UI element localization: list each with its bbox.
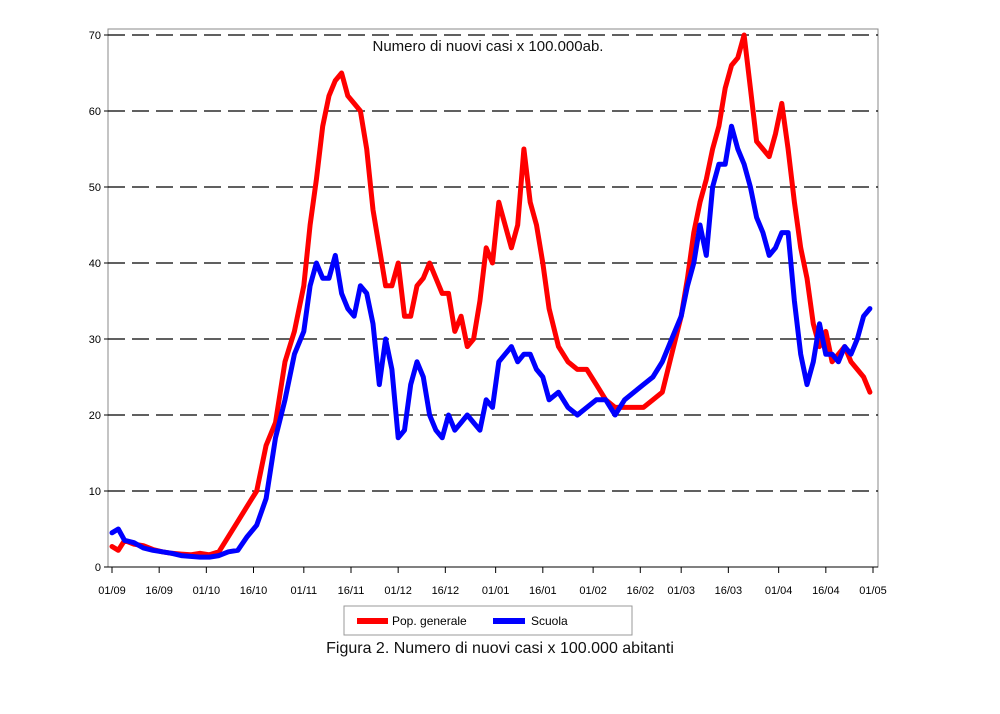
- y-tick-label: 10: [89, 486, 101, 498]
- x-tick-label: 16/09: [145, 585, 173, 597]
- plot-frame: [107, 28, 879, 568]
- x-tick-label: 01/10: [193, 585, 221, 597]
- x-tick-label: 01/11: [290, 585, 317, 597]
- legend: Pop. generale Scuola: [343, 605, 633, 636]
- y-tick-label: 60: [89, 106, 101, 118]
- x-tick-label: 16/03: [715, 585, 743, 597]
- x-tick-label: 16/04: [812, 585, 840, 597]
- y-tick-label: 20: [89, 410, 101, 422]
- x-tick-label: 16/11: [338, 585, 365, 597]
- y-tick-label: 70: [89, 30, 101, 42]
- x-tick-label: 16/01: [529, 585, 557, 597]
- legend-label-scuola: Scuola: [531, 614, 568, 628]
- legend-box: [343, 605, 633, 636]
- x-tick-label: 01/04: [765, 585, 793, 597]
- x-tick-label: 16/02: [627, 585, 655, 597]
- series-line-scuola: [109, 123, 873, 560]
- series-lines: [109, 32, 873, 560]
- x-tick-label: 01/05: [859, 585, 887, 597]
- y-tick-label: 50: [89, 182, 101, 194]
- series-line-pop-generale: [109, 32, 873, 558]
- x-tick-label: 16/12: [432, 585, 460, 597]
- figure-caption: Figura 2. Numero di nuovi casi x 100.000…: [326, 640, 674, 657]
- x-tick-label: 01/09: [98, 585, 126, 597]
- x-tick-label: 16/10: [240, 585, 268, 597]
- axes: 0 10 20 30 40 50 60 70 01/09 16/09 01/10 16/10 01/11…: [89, 30, 887, 597]
- y-tick-label: 40: [89, 258, 101, 270]
- x-tick-label: 01/03: [667, 585, 695, 597]
- chart-title: Numero di nuovi casi x 100.000ab.: [373, 38, 604, 55]
- x-tick-label: 01/02: [579, 585, 607, 597]
- x-tick-label: 01/12: [384, 585, 412, 597]
- y-tick-label: 30: [89, 334, 101, 346]
- legend-label-pop-generale: Pop. generale: [392, 614, 467, 628]
- x-tick-label: 01/01: [482, 585, 510, 597]
- y-tick-label: 0: [95, 562, 101, 574]
